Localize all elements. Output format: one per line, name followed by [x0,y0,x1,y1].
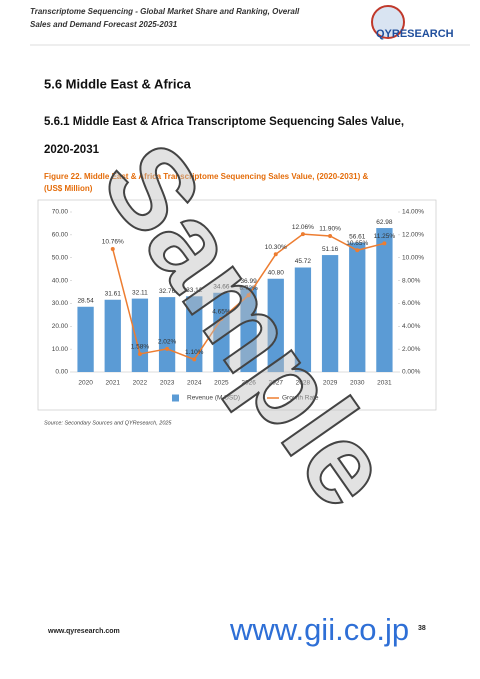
bar [376,228,393,372]
bar-value-label: 62.98 [376,219,393,226]
bar [321,255,339,372]
growth-point [110,247,115,252]
header-title: Sales and Demand Forecast 2025-2031 [30,20,178,29]
figure-caption: (US$ Million) [44,184,93,193]
bar [349,242,366,372]
y2-tick-label: 4.00% [402,323,421,330]
header-title: Transcriptome Sequencing - Global Market… [30,7,300,16]
growth-point [192,357,197,362]
growth-value-label: 4.65% [212,309,231,316]
section-heading: 5.6 Middle East & Africa [44,76,192,91]
y2-tick-label: 8.00% [402,277,421,284]
chart: 0.00 10.00 20.00 30.00 40.00 50.00 60.00 70.00 0… [52,209,425,402]
growth-value-label: 6.72% [239,285,258,292]
chart-frame [37,199,437,411]
legend-swatch [172,394,179,402]
x-tick-label: 2022 [133,380,148,387]
growth-value-label: 10.65% [346,240,368,247]
site-watermark: www.gii.co.jp [229,612,409,647]
growth-point [137,351,142,356]
growth-point [165,346,170,351]
y2-tick-label: 6.00% [402,300,421,307]
bar-value-label: 31.61 [105,290,122,297]
bar-value-label: 34.66 [213,283,230,290]
bar [294,267,312,372]
bar [104,299,121,372]
growth-value-label: 10.30% [265,244,287,251]
page-number: 38 [418,625,426,632]
x-tick-label: 2026 [241,380,256,387]
growth-point [273,252,278,257]
x-tick-label: 2021 [106,380,121,387]
y-tick-label: 60.00 [52,232,69,239]
bar [131,298,149,372]
y-tick-label: 50.00 [52,254,69,261]
logo-text: QYRESEARCH [376,28,454,40]
growth-value-label: 1.58% [131,344,150,351]
bar-value-label: 32.11 [132,289,148,296]
growth-point [382,241,387,246]
bar-value-label: 45.72 [295,258,312,265]
growth-point [355,248,360,253]
bar [213,292,230,372]
growth-value-label: 2.02% [158,339,177,346]
x-tick-label: 2030 [350,380,365,387]
x-tick-label: 2029 [323,380,338,387]
bar-value-label: 36.99 [240,278,257,285]
y2-tick-label: 2.00% [402,346,421,353]
x-tick-label: 2028 [296,380,311,387]
growth-point [328,234,333,238]
footer-website: www.qyresearch.com [47,628,120,635]
figure-caption: Figure 22. Middle East & Africa Transcri… [44,172,368,181]
subsection-heading: 2020-2031 [44,144,100,156]
growth-value-label: 12.06% [292,224,314,231]
growth-value-label: 10.76% [102,239,124,246]
bar [240,287,257,372]
logo-globe [371,5,405,39]
bar-value-label: 32.76 [159,288,176,295]
growth-value-label: 1.10% [185,349,204,356]
bar [158,297,176,372]
x-tick-label: 2027 [269,380,284,387]
growth-point [219,316,224,321]
y-tick-label: 20.00 [52,323,69,330]
y-tick-label: 0.00 [55,369,68,376]
subsection-heading: 5.6.1 Middle East & Africa Transcriptome… [44,116,404,128]
bar [77,306,94,372]
x-tick-label: 2023 [160,380,175,387]
growth-point [300,232,305,237]
growth-point [246,293,251,298]
legend-label: Revenue (M USD) [187,395,240,402]
bar-value-label: 56.61 [349,233,366,240]
x-tick-label: 2024 [187,380,202,387]
growth-value-label: 11.90% [319,226,341,233]
bar-value-label: 51.16 [322,246,339,253]
figure-source: Source: Secondary Sources and QYResearch… [44,420,172,426]
growth-value-label: 11.25% [374,233,396,240]
y2-tick-label: 0.00% [402,369,421,376]
x-tick-label: 2025 [214,380,229,387]
bar-value-label: 33.12 [186,287,203,294]
x-tick-label: 2031 [377,380,392,387]
y2-tick-label: 14.00% [402,209,424,216]
bar-value-label: 40.80 [268,269,285,276]
y-tick-label: 10.00 [52,346,69,353]
legend-label: Growth Rate [282,395,319,402]
y2-tick-label: 10.00% [402,254,424,261]
bar-value-label: 28.54 [77,297,94,304]
y-tick-label: 70.00 [52,209,69,216]
y-tick-label: 30.00 [52,300,69,307]
x-tick-label: 2020 [78,380,93,387]
bar [267,278,284,372]
logo: QYRESEARCH [371,5,454,40]
y2-tick-label: 12.00% [402,232,424,239]
y-tick-label: 40.00 [52,277,69,284]
